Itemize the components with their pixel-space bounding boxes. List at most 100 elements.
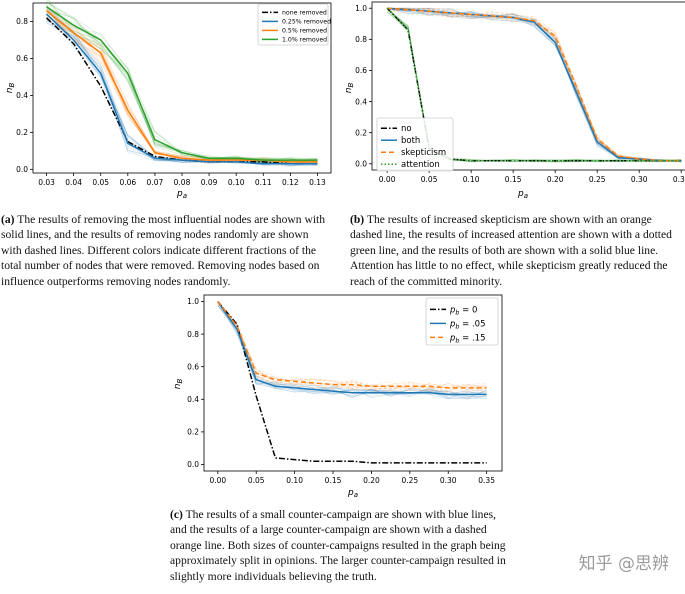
- legend-label: skepticism: [401, 148, 446, 158]
- chart-c-y-label: nB: [173, 379, 184, 390]
- series-line: [217, 301, 487, 464]
- x-tick-label: 0.03: [38, 178, 55, 187]
- run-line: [217, 301, 487, 391]
- x-tick-label: 0.10: [463, 175, 480, 184]
- run-line: [46, 10, 318, 164]
- x-tick-label: 0.35: [478, 476, 495, 485]
- x-tick-label: 0.06: [119, 178, 136, 187]
- chart-a-x-ticks: 0.03 0.04 0.05 0.06 0.07 0.08 0.09 0.10 0.11 0.12…: [38, 173, 326, 187]
- y-tick-label: 0.0: [16, 165, 28, 174]
- x-tick-label: 0.25: [401, 476, 418, 485]
- legend-box: [376, 117, 454, 172]
- watermark: 知乎 @思辨: [578, 554, 669, 574]
- caption-a: (a) The results of removing the most inf…: [1, 212, 329, 289]
- run-line: [217, 301, 487, 392]
- chart-c-series: [217, 301, 487, 464]
- x-tick-label: 0.10: [228, 178, 245, 187]
- run-line: [217, 305, 487, 398]
- run-line: [46, 7, 318, 165]
- chart-b: 0.000.050.100.150.200.250.300.35 0.00.20…: [344, 1, 685, 200]
- run-line: [217, 305, 487, 396]
- chart-b-y-ticks: 0.0 0.2 0.4 0.6 0.8 1.0: [355, 4, 372, 168]
- run-line: [217, 302, 487, 393]
- x-tick-label: 0.35: [673, 175, 685, 184]
- chart-a-series: [45, 6, 318, 165]
- x-tick-label: 0.09: [201, 178, 218, 187]
- chart-a-legend: none removed 0.25% removed 0.5% removed 1.0…: [257, 3, 331, 46]
- caption-c-text: The results of a small counter-campaign …: [170, 508, 506, 583]
- caption-b: (b) The results of increased skepticism …: [350, 212, 683, 289]
- series-line: [217, 301, 487, 389]
- legend-label: none removed: [282, 10, 327, 17]
- run-line: [46, 15, 318, 164]
- x-tick-label: 0.00: [379, 175, 396, 184]
- run-line: [217, 302, 487, 400]
- legend-label: 1.0% removed: [282, 37, 327, 44]
- run-line: [46, 19, 318, 164]
- series-line: [217, 301, 487, 396]
- legend-label: pb = .15: [449, 333, 486, 344]
- run-line: [387, 7, 682, 162]
- y-tick-label: 0.2: [187, 428, 199, 437]
- chart-b-x-label: pa: [517, 189, 528, 200]
- chart-c-x-ticks: 0.00 0.05 0.10 0.15 0.20 0.25 0.30 0.35: [209, 471, 495, 485]
- caption-a-text: The results of removing the most influen…: [1, 213, 326, 288]
- y-tick-label: 1.0: [187, 297, 199, 306]
- run-line: [217, 301, 487, 391]
- legend-label: both: [401, 136, 420, 146]
- run-line: [217, 301, 487, 400]
- run-line: [217, 304, 487, 391]
- chart-a-y-label: nB: [5, 83, 16, 94]
- y-tick-label: 0.4: [16, 91, 28, 100]
- y-tick-label: 0.4: [187, 395, 199, 404]
- x-tick-label: 0.11: [255, 178, 272, 187]
- run-line: [217, 302, 487, 392]
- run-line: [46, 8, 318, 166]
- y-tick-label: 0.6: [187, 362, 199, 371]
- run-line: [387, 7, 682, 162]
- caption-c-label: (c): [170, 508, 183, 521]
- y-tick-label: 0.0: [355, 159, 367, 168]
- x-tick-label: 0.05: [92, 178, 109, 187]
- x-tick-label: 0.15: [505, 175, 522, 184]
- run-line: [46, 16, 318, 166]
- caption-b-label: (b): [350, 213, 365, 226]
- chart-a-x-label: pa: [176, 189, 187, 200]
- x-tick-label: 0.25: [589, 175, 606, 184]
- run-line: [217, 303, 487, 393]
- x-tick-label: 0.20: [363, 476, 380, 485]
- y-tick-label: 0.4: [355, 97, 367, 106]
- run-line: [46, 16, 318, 164]
- x-tick-label: 0.10: [286, 476, 303, 485]
- y-tick-label: 0.8: [187, 330, 199, 339]
- run-line: [217, 301, 487, 390]
- x-tick-label: 0.05: [248, 476, 265, 485]
- x-tick-label: 0.13: [309, 178, 326, 187]
- y-tick-label: 0.8: [16, 17, 28, 26]
- y-tick-label: 0.2: [355, 128, 367, 137]
- legend-label: 0.5% removed: [282, 28, 327, 35]
- chart-a: 0.03 0.04 0.05 0.06 0.07 0.08 0.09 0.10 0.11 0.12…: [5, 0, 332, 200]
- y-tick-label: 0.6: [16, 54, 28, 63]
- run-line: [387, 7, 682, 163]
- run-line: [387, 7, 682, 162]
- chart-c-plot-area: [203, 294, 503, 472]
- run-line: [46, 20, 318, 167]
- run-line: [217, 301, 487, 396]
- legend-label: attention: [401, 160, 440, 170]
- series-line: [45, 13, 318, 165]
- chart-c-legend: pb = 0 pb = .05 pb = .15: [425, 297, 499, 346]
- run-line: [217, 301, 487, 393]
- run-line: [387, 7, 682, 163]
- legend-label: 0.25% removed: [282, 19, 331, 26]
- series-line: [46, 6, 318, 161]
- y-tick-label: 0.6: [355, 66, 367, 75]
- chart-b-x-ticks: 0.00 0.05 0.10 0.15 0.20 0.25 0.30 0.35: [379, 170, 685, 184]
- y-tick-label: 0.0: [187, 460, 199, 469]
- legend-label: pb = .05: [449, 319, 486, 330]
- series-line: [387, 7, 682, 162]
- run-line: [46, 11, 318, 160]
- x-tick-label: 0.04: [65, 178, 82, 187]
- run-line: [217, 301, 487, 392]
- caption-c: (c) The results of a small counter-campa…: [170, 507, 512, 584]
